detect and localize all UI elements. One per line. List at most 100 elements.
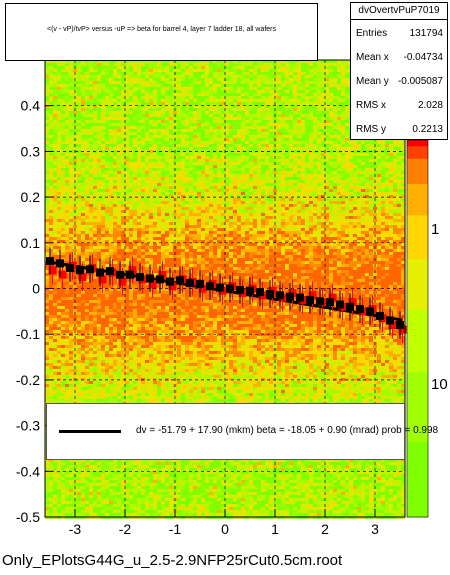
heatmap-cell xyxy=(269,72,273,75)
heatmap-cell xyxy=(257,198,261,201)
heatmap-cell xyxy=(313,114,317,117)
heatmap-cell xyxy=(113,195,117,198)
heatmap-cell xyxy=(141,99,145,102)
heatmap-cell xyxy=(349,210,353,213)
heatmap-cell xyxy=(237,114,241,117)
heatmap-cell xyxy=(337,102,341,105)
heatmap-cell xyxy=(181,159,185,162)
heatmap-cell xyxy=(161,195,165,198)
heatmap-cell xyxy=(117,126,121,129)
heatmap-cell xyxy=(169,123,173,126)
heatmap-cell xyxy=(141,201,145,204)
heatmap-cell xyxy=(133,102,137,105)
heatmap-cell xyxy=(197,216,201,219)
heatmap-cell xyxy=(69,183,73,186)
heatmap-cell xyxy=(121,219,125,222)
heatmap-cell xyxy=(133,183,137,186)
heatmap-cell xyxy=(289,63,293,66)
heatmap-cell xyxy=(237,204,241,207)
heatmap-cell xyxy=(185,147,189,150)
heatmap-cell xyxy=(201,72,205,75)
heatmap-cell xyxy=(341,78,345,81)
heatmap-cell xyxy=(329,213,333,216)
heatmap-cell xyxy=(237,162,241,165)
heatmap-cell xyxy=(377,156,381,159)
heatmap-cell xyxy=(113,87,117,90)
heatmap-cell xyxy=(53,192,57,195)
heatmap-cell xyxy=(237,201,241,204)
heatmap-cell xyxy=(141,177,145,180)
heatmap-cell xyxy=(133,213,137,216)
heatmap-cell xyxy=(305,168,309,171)
heatmap-cell xyxy=(241,111,245,114)
heatmap-cell xyxy=(325,75,329,78)
heatmap-cell xyxy=(281,195,285,198)
heatmap-cell xyxy=(137,66,141,69)
heatmap-cell xyxy=(221,66,225,69)
heatmap-cell xyxy=(145,96,149,99)
heatmap-cell xyxy=(305,63,309,66)
heatmap-cell xyxy=(189,75,193,78)
heatmap-cell xyxy=(221,63,225,66)
heatmap-cell xyxy=(173,75,177,78)
heatmap-cell xyxy=(117,225,121,228)
heatmap-cell xyxy=(237,60,241,63)
heatmap-cell xyxy=(293,120,297,123)
heatmap-cell xyxy=(229,111,233,114)
heatmap-cell xyxy=(325,120,329,123)
heatmap-cell xyxy=(93,183,97,186)
heatmap-cell xyxy=(197,183,201,186)
heatmap-cell xyxy=(77,108,81,111)
heatmap-cell xyxy=(45,144,49,147)
heatmap-cell xyxy=(105,192,109,195)
heatmap-cell xyxy=(345,183,349,186)
heatmap-cell xyxy=(257,96,261,99)
heatmap-cell xyxy=(137,174,141,177)
heatmap-cell xyxy=(129,63,133,66)
heatmap-cell xyxy=(121,174,125,177)
heatmap-cell xyxy=(165,168,169,171)
heatmap-cell xyxy=(209,75,213,78)
heatmap-cell xyxy=(277,117,281,120)
heatmap-cell xyxy=(253,84,257,87)
heatmap-cell xyxy=(357,165,361,168)
heatmap-cell xyxy=(329,174,333,177)
heatmap-cell xyxy=(337,129,341,132)
heatmap-cell xyxy=(169,156,173,159)
heatmap-cell xyxy=(49,180,53,183)
heatmap-cell xyxy=(329,90,333,93)
heatmap-cell xyxy=(289,66,293,69)
heatmap-cell xyxy=(73,141,77,144)
heatmap-cell xyxy=(345,81,349,84)
heatmap-cell xyxy=(229,216,233,219)
heatmap-cell xyxy=(341,69,345,72)
heatmap-cell xyxy=(153,99,157,102)
heatmap-cell xyxy=(169,204,173,207)
heatmap-cell xyxy=(237,66,241,69)
heatmap-cell xyxy=(53,213,57,216)
heatmap-cell xyxy=(345,177,349,180)
heatmap-cell xyxy=(97,108,101,111)
heatmap-cell xyxy=(97,99,101,102)
heatmap-cell xyxy=(217,162,221,165)
heatmap-cell xyxy=(69,114,73,117)
heatmap-cell xyxy=(193,186,197,189)
heatmap-cell xyxy=(349,177,353,180)
heatmap-cell xyxy=(253,99,257,102)
heatmap-cell xyxy=(125,204,129,207)
heatmap-cell xyxy=(341,96,345,99)
heatmap-cell xyxy=(85,192,89,195)
heatmap-cell xyxy=(257,90,261,93)
heatmap-cell xyxy=(229,210,233,213)
heatmap-cell xyxy=(53,210,57,213)
heatmap-cell xyxy=(109,201,113,204)
heatmap-cell xyxy=(101,183,105,186)
heatmap-cell xyxy=(333,90,337,93)
heatmap-cell xyxy=(297,105,301,108)
heatmap-cell xyxy=(77,141,81,144)
heatmap-cell xyxy=(201,90,205,93)
heatmap-cell xyxy=(301,102,305,105)
heatmap-cell xyxy=(93,87,97,90)
heatmap-cell xyxy=(181,81,185,84)
heatmap-cell xyxy=(105,78,109,81)
